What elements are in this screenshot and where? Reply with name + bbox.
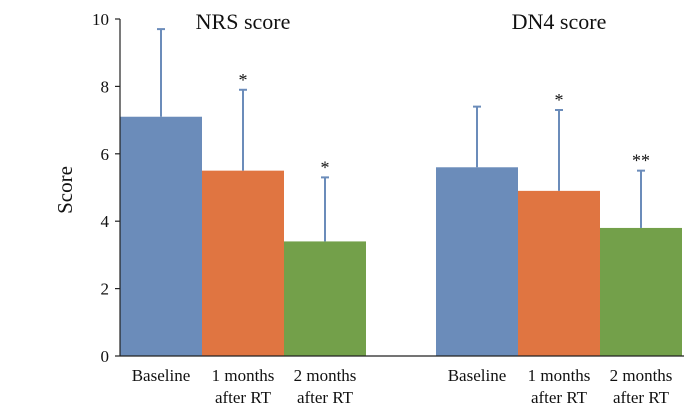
- bar: [518, 190, 600, 356]
- category-label: after RT: [215, 388, 272, 407]
- y-tick-label: 10: [92, 10, 109, 29]
- y-tick-label: 4: [101, 212, 110, 231]
- y-tick-label: 6: [101, 145, 110, 164]
- category-label: after RT: [297, 388, 354, 407]
- category-label: after RT: [531, 388, 588, 407]
- category-label: Baseline: [132, 366, 191, 385]
- bar: [202, 170, 284, 356]
- category-label: after RT: [613, 388, 670, 407]
- significance-marker: *: [555, 90, 564, 110]
- y-tick-label: 0: [101, 347, 110, 366]
- significance-marker: *: [239, 70, 248, 90]
- y-tick-label: 2: [101, 280, 110, 299]
- group-title: DN4 score: [512, 9, 607, 34]
- bar: [120, 116, 202, 356]
- category-label: 1 months: [528, 366, 591, 385]
- category-label: Baseline: [448, 366, 507, 385]
- significance-marker: **: [632, 151, 650, 171]
- bar: [284, 241, 366, 356]
- category-label: 2 months: [294, 366, 357, 385]
- y-axis-label: Score: [53, 166, 77, 214]
- significance-marker: *: [321, 157, 330, 177]
- category-label: 1 months: [212, 366, 275, 385]
- group-title: NRS score: [196, 9, 291, 34]
- category-label: 2 months: [610, 366, 673, 385]
- y-tick-label: 8: [101, 77, 110, 96]
- bar: [436, 167, 518, 356]
- bar: [600, 227, 682, 356]
